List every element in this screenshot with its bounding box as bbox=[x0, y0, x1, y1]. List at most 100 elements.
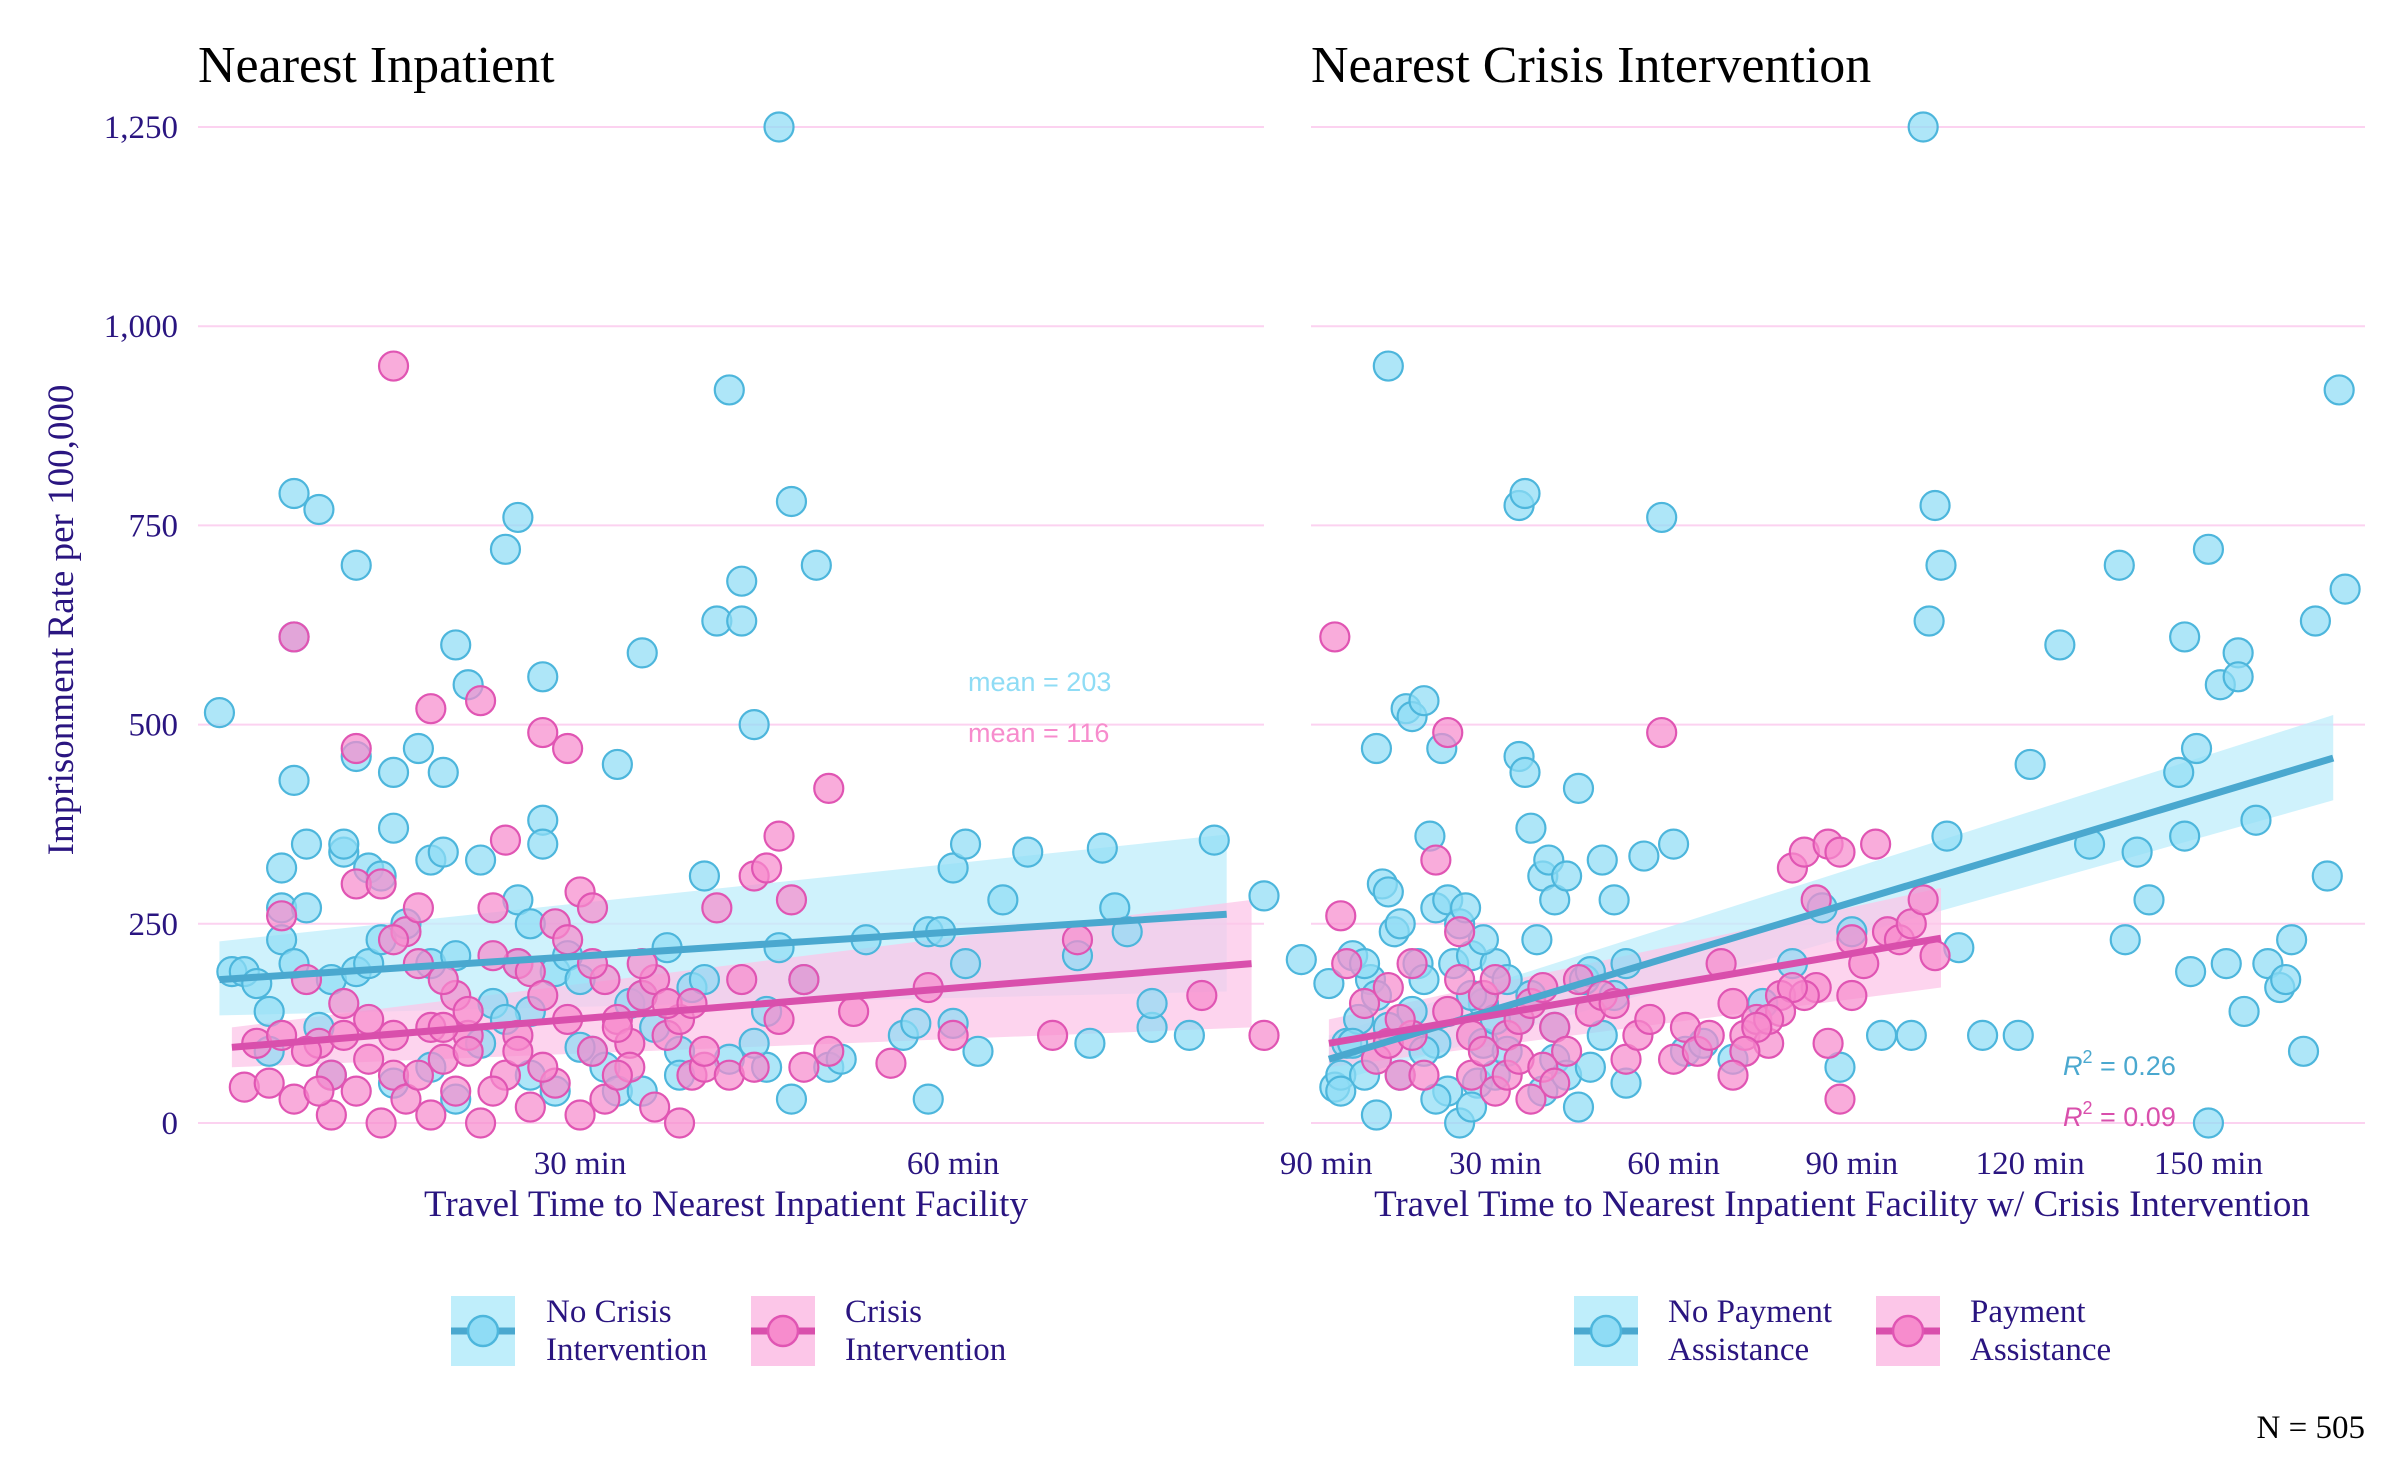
data-point-pink bbox=[527, 979, 559, 1012]
data-point-blue bbox=[2175, 956, 2207, 988]
panel-nearest-inpatient: Nearest Inpatient 0 250 500 750 1,000 1,250 3… bbox=[104, 37, 1373, 1225]
data-point-blue bbox=[1074, 1027, 1106, 1059]
data-point-blue bbox=[2270, 963, 2302, 996]
data-point-pink bbox=[763, 820, 795, 852]
data-point-pink bbox=[365, 1107, 397, 1139]
x-tick-label: 30 min bbox=[534, 1146, 627, 1182]
data-point-blue bbox=[738, 708, 770, 741]
data-point-pink bbox=[688, 1035, 721, 1067]
data-point-pink bbox=[353, 1003, 385, 1036]
data-point-pink bbox=[601, 1059, 633, 1091]
data-point-blue bbox=[1285, 944, 1317, 976]
x-tick-label: 90 min bbox=[1280, 1146, 1373, 1182]
data-point-pink bbox=[253, 1067, 285, 1099]
data-point-blue bbox=[2169, 621, 2201, 653]
data-point-pink bbox=[1408, 1059, 1440, 1091]
data-point-pink bbox=[738, 1051, 770, 1083]
data-point-blue bbox=[266, 852, 298, 884]
data-point-pink bbox=[303, 1075, 335, 1107]
data-point-pink bbox=[788, 963, 820, 996]
x-tick-label: 30 min bbox=[1449, 1146, 1542, 1182]
data-point-pink bbox=[477, 892, 509, 924]
data-point-pink bbox=[701, 892, 733, 924]
data-point-blue bbox=[1509, 477, 1541, 510]
data-point-blue bbox=[2228, 995, 2260, 1028]
data-point-blue bbox=[2329, 573, 2361, 605]
grid-lines bbox=[198, 126, 1264, 1124]
data-point-blue bbox=[763, 932, 795, 964]
data-point-blue bbox=[440, 629, 472, 661]
data-point-pink bbox=[663, 1107, 696, 1139]
legend-item-no-payment-assistance: No Payment Assistance bbox=[1574, 1294, 1832, 1368]
data-point-pink bbox=[402, 1059, 434, 1091]
data-point-pink bbox=[1036, 1019, 1069, 1051]
data-point-pink bbox=[514, 1091, 546, 1123]
data-point-blue bbox=[775, 485, 808, 518]
r2-symbol: R bbox=[2063, 1051, 2083, 1081]
data-point-blue bbox=[1628, 840, 1660, 872]
data-point-blue bbox=[427, 756, 459, 789]
data-point-blue bbox=[912, 1083, 944, 1115]
data-point-blue bbox=[489, 533, 522, 565]
trend-lines bbox=[1327, 754, 2335, 1063]
data-point-blue bbox=[726, 605, 758, 637]
data-point-blue bbox=[2014, 748, 2046, 781]
panel-nearest-crisis-intervention: Nearest Crisis Intervention 30 min 60 min… bbox=[1311, 37, 2365, 1225]
legend-label: Crisis bbox=[845, 1294, 922, 1330]
data-point-blue bbox=[1325, 1075, 1357, 1107]
x-axis-label-right: Travel Time to Nearest Inpatient Facilit… bbox=[1374, 1184, 2310, 1225]
data-point-pink bbox=[1479, 963, 1511, 996]
data-point-pink bbox=[353, 1043, 385, 1075]
data-point-blue bbox=[626, 637, 658, 669]
data-point-pink bbox=[464, 685, 497, 717]
data-point-blue bbox=[2192, 533, 2225, 565]
data-point-blue bbox=[2169, 820, 2201, 852]
data-point-blue bbox=[1931, 820, 1963, 852]
data-point-blue bbox=[377, 756, 410, 789]
data-point-blue bbox=[1562, 772, 1595, 804]
x-tick-labels: 30 min 60 min 90 min 120 min 150 min bbox=[1449, 1146, 2263, 1182]
data-point-pink bbox=[1919, 940, 1951, 972]
legend-item-payment-assistance: Payment Assistance bbox=[1876, 1294, 2111, 1368]
data-point-blue bbox=[2163, 756, 2195, 789]
data-point-pink bbox=[1396, 948, 1428, 980]
data-point-blue bbox=[290, 828, 323, 860]
data-point-blue bbox=[2002, 1019, 2034, 1051]
mean-annotation-blue: mean = 203 bbox=[968, 667, 1111, 697]
data-point-pink bbox=[838, 995, 870, 1028]
data-point-pink bbox=[377, 924, 410, 956]
data-points bbox=[1313, 111, 2361, 1139]
data-point-pink bbox=[937, 1019, 969, 1051]
data-point-pink bbox=[489, 824, 522, 856]
data-point-blue bbox=[2210, 948, 2242, 980]
data-point-pink bbox=[1515, 1083, 1547, 1115]
data-point-blue bbox=[1248, 880, 1280, 912]
y-tick-labels: 0 250 500 750 1,000 1,250 bbox=[104, 110, 178, 1142]
data-point-blue bbox=[713, 374, 745, 406]
data-point-blue bbox=[2240, 804, 2272, 836]
data-point-pink bbox=[1824, 836, 1856, 868]
data-point-pink bbox=[290, 963, 323, 996]
data-point-blue bbox=[962, 1035, 994, 1067]
trend-line-pink bbox=[1328, 934, 1942, 1047]
trend-line-blue bbox=[219, 910, 1227, 984]
data-point-blue bbox=[1657, 828, 1690, 860]
data-point-blue bbox=[2103, 549, 2135, 581]
x-tick-labels: 30 min 60 min 90 min bbox=[534, 1146, 1373, 1182]
data-point-pink bbox=[328, 987, 360, 1020]
data-point-pink bbox=[502, 1035, 534, 1067]
data-point-pink bbox=[1331, 948, 1363, 980]
data-point-pink bbox=[1444, 963, 1476, 996]
data-point-blue bbox=[1562, 1091, 1595, 1123]
data-point-blue bbox=[340, 549, 372, 581]
data-point-blue bbox=[2121, 836, 2153, 868]
data-point-pink bbox=[1248, 1019, 1280, 1051]
r2-annotation-blue: R2 = 0.26 bbox=[2063, 1047, 2176, 1081]
data-point-pink bbox=[415, 1099, 447, 1131]
y-tick-label: 1,250 bbox=[104, 110, 178, 146]
data-point-blue bbox=[1913, 605, 1945, 637]
x-tick-label: 60 min bbox=[1627, 1146, 1720, 1182]
data-point-blue bbox=[763, 111, 795, 143]
data-point-blue bbox=[1966, 1019, 1999, 1051]
data-point-pink bbox=[813, 772, 845, 804]
